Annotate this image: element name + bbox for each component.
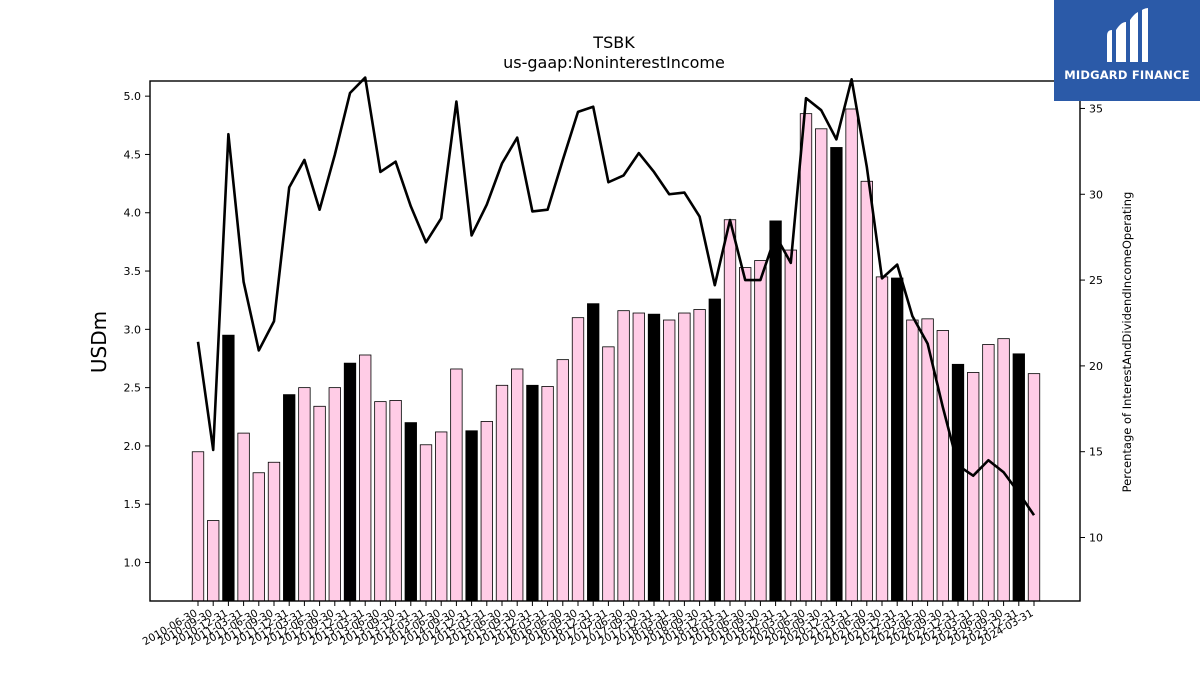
y-left-tick-label: 1.5 <box>124 498 142 511</box>
percentage-line <box>196 76 1036 516</box>
bar-2015-12-31 <box>526 384 539 602</box>
plot-frame <box>149 80 1081 602</box>
bar-2014-12-31 <box>465 430 478 602</box>
bar-2023-06-30 <box>982 344 995 602</box>
bar-2013-03-31 <box>359 354 372 602</box>
bar-2016-12-31 <box>587 303 600 602</box>
y-left-tick-label: 1.0 <box>124 557 142 570</box>
bar-2013-09-30 <box>389 400 402 602</box>
bar-2022-09-30 <box>936 330 949 602</box>
y-left-tick-label: 2.5 <box>124 382 142 395</box>
chart-subtitle: us-gaap:NoninterestIncome <box>503 53 725 72</box>
bar-2011-06-30 <box>252 472 265 602</box>
bar-2013-12-31 <box>404 422 417 602</box>
bar-2017-12-31 <box>647 313 661 602</box>
bar-2016-09-30 <box>571 317 585 602</box>
bar-2011-03-31 <box>237 432 250 602</box>
x-axis: 2010-06-302010-09-302010-12-312011-03-31… <box>141 601 1036 648</box>
bar-2024-03-31 <box>1027 373 1041 602</box>
bar-2023-03-31 <box>967 372 980 602</box>
y-right-tick-label: 15 <box>1089 446 1103 459</box>
bar-2014-06-30 <box>435 431 448 602</box>
y-left-tick-label: 3.5 <box>124 265 142 278</box>
bar-2018-06-30 <box>678 312 691 602</box>
y-right-tick-label: 35 <box>1089 102 1103 115</box>
bar-2022-12-31 <box>951 363 965 602</box>
bar-2017-03-31 <box>602 346 615 602</box>
bar-2016-06-30 <box>556 359 569 602</box>
bar-2017-09-30 <box>632 312 645 602</box>
bar-2018-03-31 <box>663 319 676 602</box>
y-axis-left-label: USDm <box>87 311 111 373</box>
bar-2012-12-31 <box>343 362 357 602</box>
y-left-tick-label: 4.5 <box>124 148 142 161</box>
brand-name: MIDGARD FINANCE <box>1064 68 1190 82</box>
bar-2023-12-31 <box>1012 353 1025 602</box>
midgard-finance-logo: MIDGARD FINANCE <box>1054 0 1200 101</box>
bar-2015-06-30 <box>495 384 509 602</box>
bar-2019-12-31 <box>769 220 782 602</box>
bar-2021-12-31 <box>891 277 904 602</box>
y-axis-right: 10 15 20 25 30 35 <box>1080 102 1103 545</box>
bar-2020-06-30 <box>799 113 813 602</box>
chart-title: TSBK <box>592 33 635 52</box>
y-axis-right-label: Percentage of InterestAndDividendIncomeO… <box>1120 192 1134 493</box>
bar-2021-03-31 <box>845 108 858 602</box>
y-left-tick-label: 5.0 <box>124 90 142 103</box>
bar-series <box>191 108 1041 602</box>
bar-2016-03-31 <box>541 386 554 602</box>
y-right-tick-label: 30 <box>1089 188 1103 201</box>
bar-2012-09-30 <box>328 387 341 602</box>
bar-2012-03-31 <box>298 387 311 602</box>
bar-2020-12-31 <box>830 147 843 602</box>
bar-2020-03-31 <box>784 249 797 602</box>
bar-2010-12-31 <box>222 334 235 602</box>
bar-2021-06-30 <box>860 180 873 602</box>
bar-2014-09-30 <box>450 368 463 602</box>
y-left-tick-label: 4.0 <box>124 207 142 220</box>
y-left-tick-label: 2.0 <box>124 440 142 453</box>
bar-2019-03-31 <box>723 219 737 602</box>
y-right-tick-label: 20 <box>1089 360 1103 373</box>
bar-2017-06-30 <box>617 310 630 602</box>
bar-2020-09-30 <box>815 128 828 602</box>
bar-2010-06-30 <box>191 451 205 602</box>
bar-2019-09-30 <box>754 260 767 602</box>
y-right-tick-label: 10 <box>1089 532 1103 545</box>
y-right-tick-label: 25 <box>1089 274 1103 287</box>
bar-2013-06-30 <box>374 401 387 602</box>
bar-2019-06-30 <box>739 267 752 602</box>
bar-2021-09-30 <box>875 276 889 602</box>
bar-2018-09-30 <box>693 309 706 602</box>
bar-2014-03-31 <box>419 444 433 602</box>
y-axis-left: 1.0 1.5 2.0 2.5 3.0 3.5 4.0 4.5 5.0 <box>124 90 150 570</box>
bar-2015-09-30 <box>511 368 524 602</box>
bar-2015-03-31 <box>480 421 493 602</box>
bar-2012-06-30 <box>313 405 326 602</box>
bar-2011-12-31 <box>283 394 296 602</box>
y-left-tick-label: 3.0 <box>124 323 142 336</box>
bar-2022-03-31 <box>906 319 919 602</box>
bar-2011-09-30 <box>267 461 281 602</box>
bar-2018-12-31 <box>708 298 721 602</box>
bar-2010-09-30 <box>207 520 220 602</box>
logo-mark-icon <box>1107 8 1148 62</box>
